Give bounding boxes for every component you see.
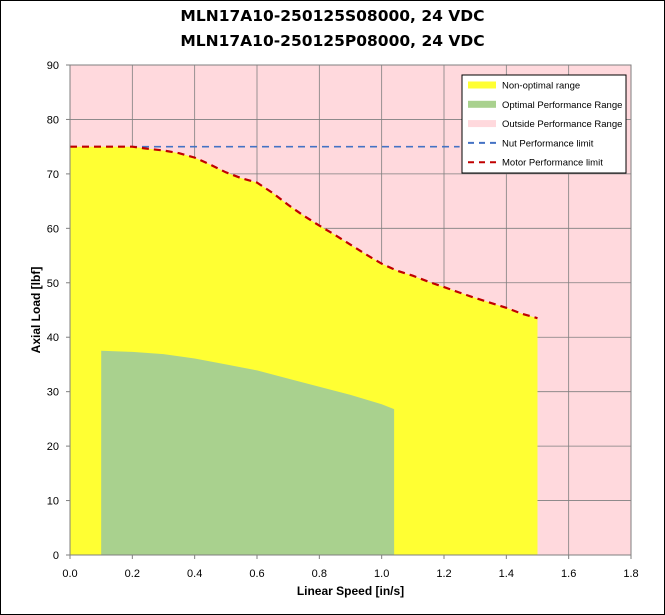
y-tick-label: 80 bbox=[47, 114, 59, 126]
y-tick-label: 50 bbox=[47, 278, 59, 290]
x-tick-label: 0.0 bbox=[62, 568, 77, 580]
legend-label: Motor Performance limit bbox=[502, 158, 603, 169]
legend-swatch bbox=[468, 120, 496, 128]
y-tick-label: 10 bbox=[47, 496, 59, 508]
x-tick-label: 1.2 bbox=[436, 568, 451, 580]
y-axis-ticks: 0 10 20 30 40 50 60 70 80 90 bbox=[47, 60, 70, 562]
legend-label: Outside Performance Range bbox=[502, 119, 622, 130]
x-tick-label: 1.0 bbox=[374, 568, 389, 580]
legend-label: Non-optimal range bbox=[502, 81, 580, 92]
y-axis-label: Axial Load [lbf] bbox=[29, 267, 43, 354]
motor-performance-limit-line bbox=[70, 145, 538, 320]
legend-swatch bbox=[468, 81, 496, 89]
x-tick-label: 0.8 bbox=[312, 568, 327, 580]
x-tick-label: 0.4 bbox=[187, 568, 202, 580]
x-axis-label: Linear Speed [in/s] bbox=[297, 584, 404, 598]
y-tick-label: 20 bbox=[47, 441, 59, 453]
plot-area-border bbox=[69, 64, 632, 556]
x-tick-label: 1.8 bbox=[623, 568, 638, 580]
y-tick-label: 30 bbox=[47, 387, 59, 399]
legend-label: Nut Performance limit bbox=[502, 138, 594, 149]
x-tick-label: 0.2 bbox=[125, 568, 140, 580]
optimal-range-area bbox=[101, 350, 395, 555]
y-tick-label: 40 bbox=[47, 332, 59, 344]
x-tick-label: 1.4 bbox=[499, 568, 514, 580]
chart-title-line-2: MLN17A10-250125P08000, 24 VDC bbox=[180, 32, 485, 50]
x-axis-ticks: 0.0 0.2 0.4 0.6 0.8 1.0 1.2 1.4 1.6 1.8 bbox=[62, 555, 639, 580]
chart-title-line-1: MLN17A10-250125S08000, 24 VDC bbox=[180, 7, 485, 25]
y-tick-label: 0 bbox=[53, 550, 59, 562]
y-tick-label: 70 bbox=[47, 169, 59, 181]
legend-label: Optimal Performance Range bbox=[502, 100, 622, 111]
x-tick-label: 0.6 bbox=[249, 568, 264, 580]
y-tick-label: 60 bbox=[47, 223, 59, 235]
legend: Non-optimal range Optimal Performance Ran… bbox=[461, 74, 627, 174]
legend-swatch bbox=[468, 100, 496, 108]
x-tick-label: 1.6 bbox=[561, 568, 576, 580]
y-tick-label: 90 bbox=[47, 60, 59, 72]
